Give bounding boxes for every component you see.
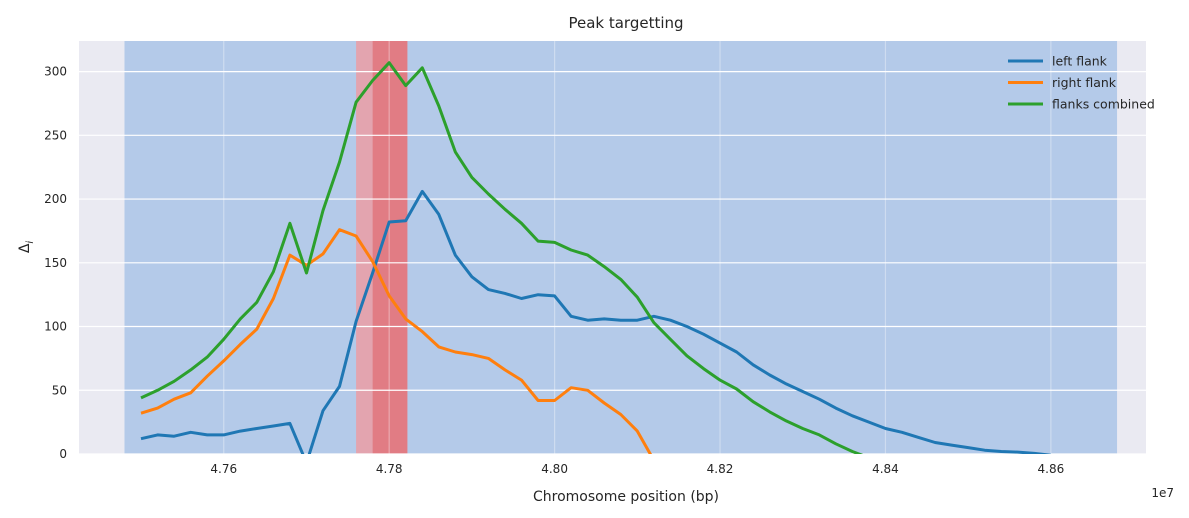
- shaded-regions: [124, 41, 1118, 454]
- y-tick-labels: 0 50 100 150 200 250 300: [44, 65, 67, 461]
- y-tick-label: 100: [44, 320, 67, 334]
- x-tick-label: 4.82: [707, 462, 734, 476]
- chart-title: Peak targetting: [568, 14, 683, 32]
- y-tick-label: 200: [44, 192, 67, 206]
- legend-label: flanks combined: [1052, 97, 1155, 112]
- y-tick-label: 0: [59, 447, 67, 461]
- svg-text:Δi: Δi: [17, 241, 36, 254]
- x-tick-label: 4.84: [872, 462, 899, 476]
- y-tick-label: 150: [44, 256, 67, 270]
- series-line-left-flank: [140, 189, 1052, 454]
- series-line-flanks-combined: [140, 61, 864, 454]
- x-axis-label: Chromosome position (bp): [533, 489, 719, 505]
- y-axis-label-main: Δ: [17, 243, 33, 253]
- shaded-region-3: [372, 41, 408, 454]
- y-axis-label-subscript: i: [25, 241, 36, 244]
- legend: left flank right flank flanks combined: [1008, 54, 1155, 112]
- grid: [79, 41, 1146, 455]
- y-tick-label: 250: [44, 128, 67, 142]
- x-axis-scale-label: 1e7: [1151, 486, 1174, 500]
- x-tick-label: 4.76: [210, 462, 237, 476]
- y-tick-label: 50: [52, 383, 67, 397]
- y-tick-label: 300: [44, 65, 67, 79]
- legend-label: left flank: [1052, 54, 1108, 69]
- x-tick-label: 4.78: [376, 462, 403, 476]
- x-tick-labels: 4.76 4.78 4.80 4.82 4.84 4.86: [210, 462, 1064, 476]
- y-axis-label: Δi: [17, 241, 36, 254]
- shaded-region-1: [124, 41, 1118, 454]
- x-tick-label: 4.80: [541, 462, 568, 476]
- series-lines: [140, 61, 1052, 454]
- series-line-right-flank: [140, 228, 652, 454]
- x-tick-label: 4.86: [1038, 462, 1065, 476]
- legend-label: right flank: [1052, 75, 1117, 90]
